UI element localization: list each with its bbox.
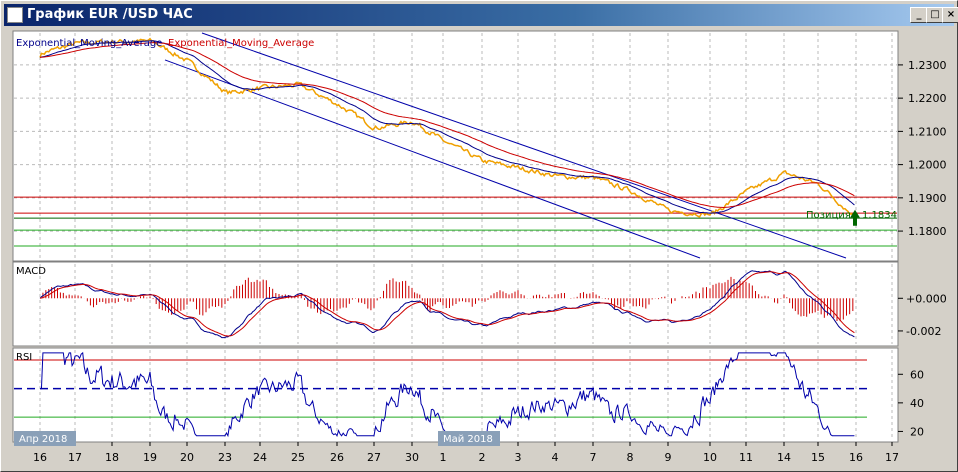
x-tick-label: 18 — [105, 451, 119, 464]
price-tick-label: 1.2200 — [908, 92, 947, 105]
macd-tick-label: -0.002 — [906, 325, 941, 338]
month-label: Апр 2018 — [19, 434, 67, 445]
x-tick-label: 8 — [627, 451, 634, 464]
month-label: Май 2018 — [443, 434, 493, 445]
title-bar: График EUR /USD ЧАС _ □ × — [4, 4, 958, 26]
x-tick-label: 17 — [885, 451, 899, 464]
rsi-tick-label: 20 — [910, 425, 924, 438]
window-title: График EUR /USD ЧАС — [27, 7, 193, 22]
macd-line — [39, 270, 855, 339]
x-tick-label: 2 — [479, 451, 486, 464]
rsi-line — [40, 351, 855, 438]
macd-tick-label: +0.000 — [906, 292, 947, 305]
x-tick-label: 11 — [739, 451, 753, 464]
rsi-title: RSI — [16, 352, 32, 363]
legend-ema-slow: Exponential_Moving_Average — [168, 38, 314, 49]
x-tick-label: 17 — [68, 451, 82, 464]
macd-signal-line — [39, 271, 855, 337]
month-label-bg — [14, 431, 76, 446]
channel-upper-line — [201, 32, 847, 259]
position-label: Позиция — [806, 210, 851, 221]
x-tick-label: 16 — [849, 451, 863, 464]
x-tick-label: 16 — [33, 451, 47, 464]
x-tick-label: 3 — [515, 451, 522, 464]
x-tick-label: 19 — [143, 451, 157, 464]
x-tick-label: 10 — [703, 451, 717, 464]
month-label-bg — [438, 431, 500, 446]
legend-ema-fast: Exponential_Moving_Average — [16, 38, 162, 49]
rsi-tick-label: 40 — [910, 397, 924, 410]
channel-lower-line — [164, 59, 701, 259]
close-button[interactable]: × — [942, 7, 958, 23]
price-tick-label: 1.1900 — [908, 192, 947, 205]
x-tick-label: 1 — [440, 451, 447, 464]
x-tick-label: 25 — [291, 451, 305, 464]
price-tick-label: 1.2300 — [908, 59, 947, 72]
x-tick-label: 30 — [405, 451, 419, 464]
x-tick-label: 27 — [367, 451, 381, 464]
position-arrow-icon — [850, 209, 860, 226]
chart-icon — [7, 7, 23, 23]
x-tick-label: 7 — [590, 451, 597, 464]
x-tick-label: 24 — [253, 451, 267, 464]
price-tick-label: 1.2100 — [908, 125, 947, 138]
x-tick-label: 4 — [552, 451, 559, 464]
price-series — [39, 37, 855, 219]
macd-title: MACD — [16, 266, 46, 277]
rsi-tick-label: 60 — [910, 368, 924, 381]
x-tick-label: 20 — [180, 451, 194, 464]
position-price: 1.1834 — [862, 210, 897, 221]
x-tick-label: 26 — [330, 451, 344, 464]
x-tick-label: 15 — [811, 451, 825, 464]
ema-slow-line — [39, 42, 855, 208]
price-tick-label: 1.2000 — [908, 159, 947, 172]
rsi-pane — [12, 347, 899, 443]
x-tick-label: 9 — [665, 451, 672, 464]
ema-fast-line — [39, 40, 855, 214]
x-tick-label: 14 — [777, 451, 791, 464]
price-tick-label: 1.1800 — [908, 225, 947, 238]
x-tick-label: 23 — [218, 451, 232, 464]
